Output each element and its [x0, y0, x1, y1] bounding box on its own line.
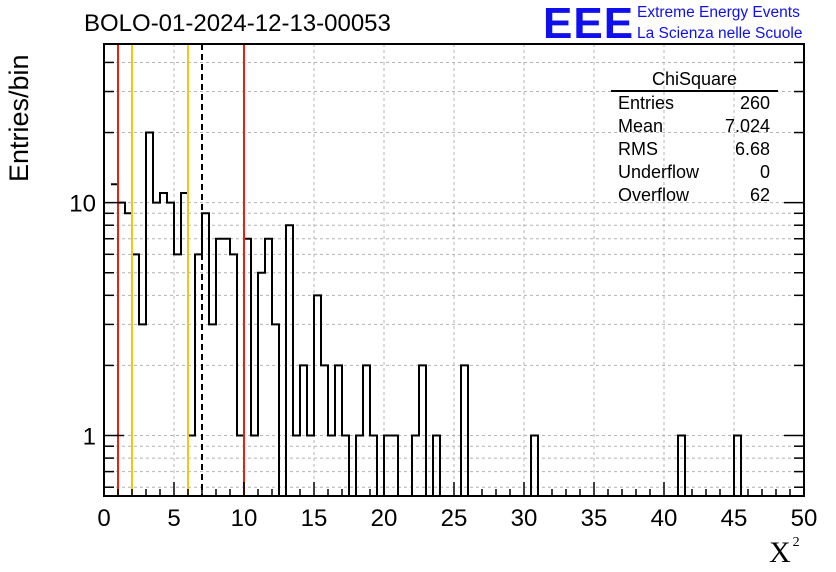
logo-text-line2: La Scienza nelle Scuole [637, 25, 803, 42]
stats-box-title: ChiSquare [611, 68, 778, 92]
stats-label: RMS [618, 139, 658, 159]
stats-row-entries: Entries 260 [611, 92, 778, 115]
x-tick-label: 40 [651, 505, 678, 532]
x-tick-label: 0 [97, 505, 110, 532]
x-tick-label: 5 [167, 505, 180, 532]
eee-logo: EEE [543, 0, 635, 48]
stats-value: 7.024 [724, 116, 770, 136]
y-tick-label: 1 [83, 424, 96, 451]
x-tick-label: 25 [441, 505, 468, 532]
stats-value: 62 [749, 185, 770, 205]
marker-lines [117, 44, 245, 496]
chart-title: BOLO-01-2024-12-13-00053 [84, 10, 391, 37]
stats-value: 6.68 [734, 139, 770, 159]
x-tick-label: 20 [371, 505, 398, 532]
x-tick-label: 45 [721, 505, 748, 532]
histogram-outline [111, 131, 742, 496]
stats-box: ChiSquare Entries 260 Mean 7.024 RMS 6.6… [611, 68, 778, 207]
x-tick-label: 30 [511, 505, 538, 532]
histogram-series [111, 131, 742, 496]
y-axis-label: Entries/bin [4, 54, 34, 182]
y-tick-label: 10 [69, 191, 96, 218]
x-tick-label: 15 [301, 505, 328, 532]
x-axis-label-exponent: 2 [792, 535, 800, 550]
stats-row-rms: RMS 6.68 [611, 138, 778, 161]
stats-label: Overflow [618, 185, 690, 205]
stats-value: 0 [759, 162, 770, 182]
stats-label: Entries [618, 93, 675, 113]
stats-value: 260 [739, 93, 770, 113]
stats-row-underflow: Underflow 0 [611, 161, 778, 184]
x-tick-label: 50 [791, 505, 818, 532]
x-tick-label: 10 [231, 505, 258, 532]
stats-label: Mean [618, 116, 664, 136]
x-axis-label-symbol: X [769, 536, 791, 569]
x-tick-label: 35 [581, 505, 608, 532]
stats-row-mean: Mean 7.024 [611, 115, 778, 138]
logo-text-line1: Extreme Energy Events [637, 4, 800, 21]
stats-row-overflow: Overflow 62 [611, 184, 778, 207]
axes: 0 5 10 15 20 25 30 35 40 45 50 1 10 [69, 43, 818, 532]
stats-label: Underflow [618, 162, 700, 182]
